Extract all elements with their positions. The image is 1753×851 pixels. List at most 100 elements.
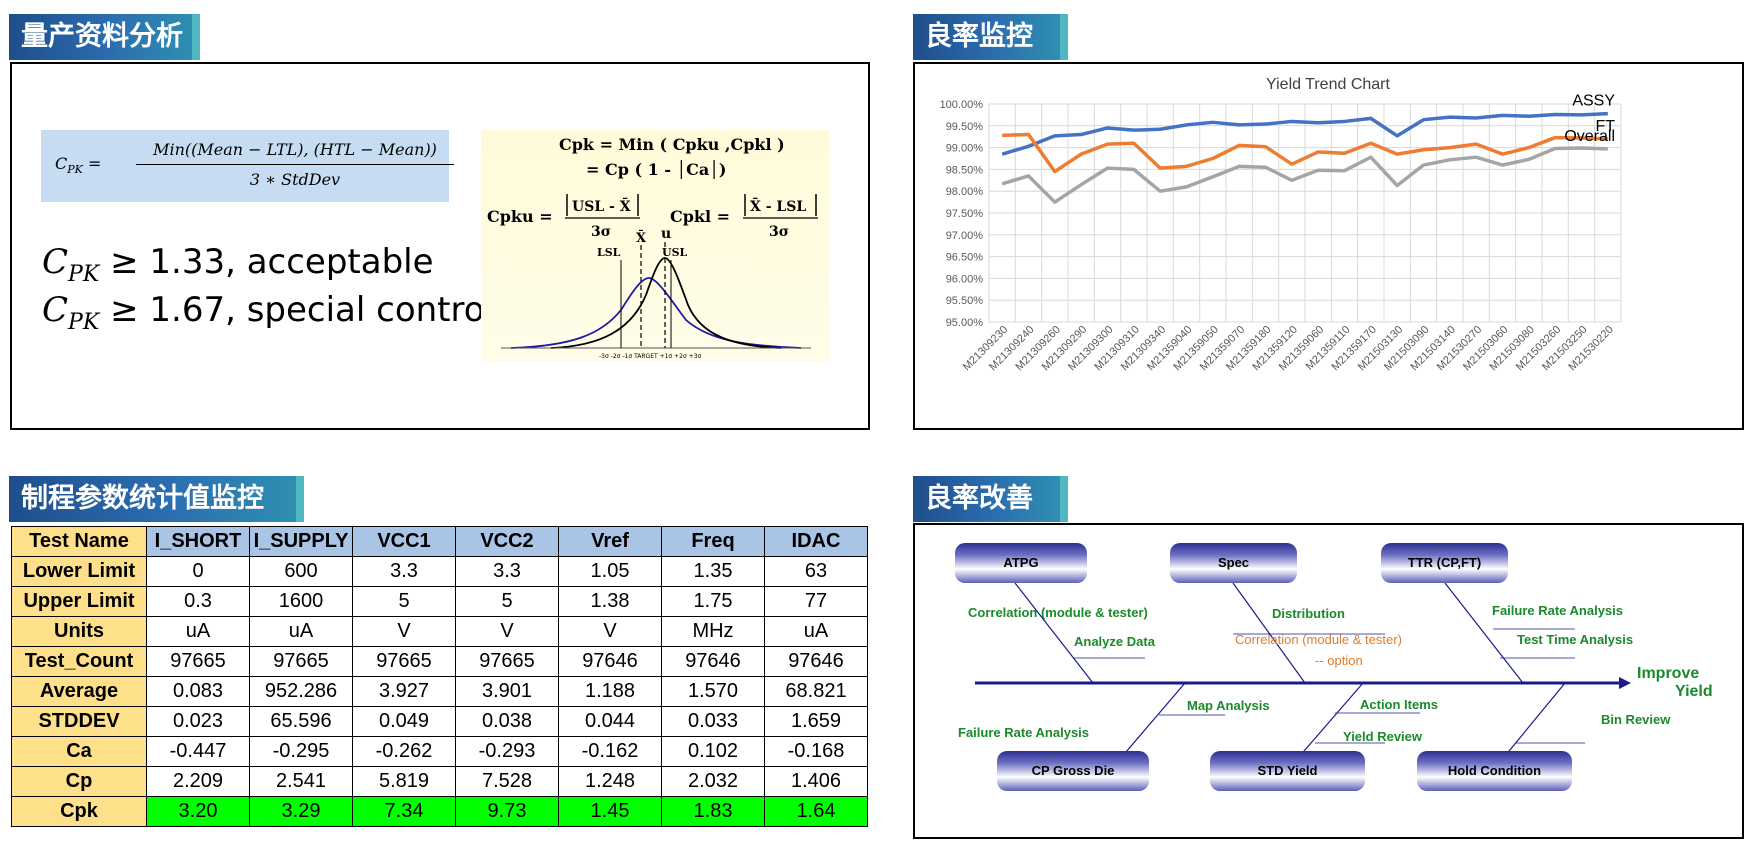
table-cell: V: [352, 616, 456, 647]
table-cell: 2.209: [146, 766, 250, 797]
row-header: Test_Count: [11, 646, 147, 677]
table-cell: 1.38: [558, 586, 662, 617]
fishbone-box-ttr: TTR (CP,FT): [1381, 543, 1508, 583]
cpkl-numerator: X̄ - LSL: [750, 196, 806, 215]
table-cell: 1.659: [764, 706, 868, 737]
cp-gross-die-label: CP Gross Die: [1031, 763, 1115, 778]
u-label: u: [661, 226, 671, 242]
series-line-overall: [1001, 146, 1608, 204]
table-row: Average 0.083 952.286 3.927 3.901 1.188 1.570 6…: [11, 676, 868, 707]
series-line-ft: [1002, 132, 1608, 174]
row-header: Upper Limit: [11, 586, 147, 617]
spec-label: Spec: [1217, 555, 1250, 570]
table-cell: 1600: [249, 586, 353, 617]
table-cell: 1.83: [661, 796, 765, 827]
cpkl-label: Cpkl =: [670, 207, 730, 226]
table-row: Cp 2.209 2.541 5.819 7.528 1.248 2.032 1.406: [11, 766, 868, 797]
process-stats-table: Test Name I_SHORT I_SUPPLY VCC1 VCC2 Vre…: [11, 526, 868, 827]
cpk-rule-acceptable: CPK ≥ 1.33, acceptable: [42, 242, 434, 287]
table-cell: V: [455, 616, 559, 647]
cpk-line1: Cpk = Min ( Cpku ,Cpkl ): [559, 135, 785, 154]
table-cell: 3.927: [352, 676, 456, 707]
table-row: Upper Limit 0.3 1600 5 5 1.38 1.75 77: [11, 586, 868, 617]
column-header: Vref: [558, 526, 662, 557]
y-tick-label: 99.00%: [946, 143, 984, 155]
label-improve: Improve: [1637, 665, 1700, 682]
table-cell: 7.528: [455, 766, 559, 797]
table-cell: 97665: [249, 646, 353, 677]
table-cell: 1.570: [661, 676, 765, 707]
bone-ttr: [1444, 582, 1524, 684]
table-cell: 1.64: [764, 796, 868, 827]
label-correlation-module-tester: Correlation (module & tester): [968, 605, 1148, 620]
hold-condition-label: Hold Condition: [1447, 763, 1542, 778]
label-bin-review: Bin Review: [1601, 712, 1671, 727]
table-cell: MHz: [661, 616, 765, 647]
table-cell: 0.044: [558, 706, 662, 737]
y-tick-label: 96.00%: [946, 273, 984, 285]
column-header: VCC2: [455, 526, 559, 557]
row-header: Units: [11, 616, 147, 647]
chart-title: Yield Trend Chart: [1266, 76, 1390, 93]
table-cell: 0.023: [146, 706, 250, 737]
y-tick-label: 96.50%: [946, 252, 984, 264]
section-title-process-params: 制程参数统计值监控: [9, 476, 304, 522]
table-cell: 0.102: [661, 736, 765, 767]
table-cell: 5.819: [352, 766, 456, 797]
table-cell: 97665: [455, 646, 559, 677]
table-cell: 600: [249, 556, 353, 587]
row-header: Cpk: [11, 796, 147, 827]
label-yield-review: Yield Review: [1343, 729, 1422, 744]
y-tick-label: 97.00%: [946, 230, 984, 242]
table-cell: 0.083: [146, 676, 250, 707]
table-header-test-name: Test Name: [11, 526, 147, 557]
row-header: Lower Limit: [11, 556, 147, 587]
formula-lhs: CPK =: [55, 154, 102, 177]
spine-arrowhead: [1619, 677, 1631, 689]
formula-numerator: Min((Mean − LTL), (HTL − Mean)): [153, 140, 437, 159]
table-row: Units uA uA V V V MHz uA: [11, 616, 868, 647]
label-analyze-data: Analyze Data: [1074, 634, 1155, 649]
cpk-rule-special-control: CPK ≥ 1.67, special control: [42, 290, 494, 335]
rule1-symbol: C: [42, 242, 69, 282]
table-row: Ca -0.447 -0.295 -0.262 -0.293 -0.162 0.102 -0.…: [11, 736, 868, 767]
table-cell: 3.29: [249, 796, 353, 827]
y-tick-label: 100.00%: [940, 99, 984, 111]
table-cell: 3.901: [455, 676, 559, 707]
label-distribution: Distribution: [1272, 606, 1345, 621]
table-cell: 0: [146, 556, 250, 587]
table-cell: V: [558, 616, 662, 647]
y-tick-label: 98.00%: [946, 186, 984, 198]
fishbone-box-atpg: ATPG: [955, 543, 1087, 583]
cpku-numerator: USL - X̄: [572, 196, 631, 215]
table-cell: 3.3: [352, 556, 456, 587]
table-cell: 1.05: [558, 556, 662, 587]
rule2-text: ≥ 1.67, special control: [110, 290, 494, 330]
yield-trend-chart: Yield Trend Chart 95.00% 95.50% 96.00% 96.5…: [940, 76, 1622, 373]
table-cell: 1.406: [764, 766, 868, 797]
fishbone-box-spec: Spec: [1170, 543, 1297, 583]
label-map-analysis: Map Analysis: [1187, 698, 1270, 713]
legend-label-assy: ASSY: [1572, 93, 1615, 110]
label-option: -- option: [1315, 653, 1363, 668]
table-cell: 3.3: [455, 556, 559, 587]
formula-denominator: 3 ∗ StdDev: [249, 170, 341, 189]
bone-atpg: [1014, 582, 1094, 684]
ttr-label: TTR (CP,FT): [1407, 555, 1482, 570]
fishbone-box-hold-condition: Hold Condition: [1417, 751, 1572, 791]
column-header: VCC1: [352, 526, 456, 557]
table-cell: 1.75: [661, 586, 765, 617]
lsl-label: LSL: [597, 246, 621, 259]
label-correlation-orange: Correlation (module & tester): [1235, 632, 1402, 647]
label-yield: Yield: [1675, 683, 1713, 700]
std-yield-label: STD Yield: [1257, 763, 1318, 778]
table-row: Cpk 3.20 3.29 7.34 9.73 1.45 1.83 1.64: [11, 796, 868, 827]
table-cell: -0.162: [558, 736, 662, 767]
table-cell: 9.73: [455, 796, 559, 827]
table-cell: 1.45: [558, 796, 662, 827]
row-header: Cp: [11, 766, 147, 797]
rule1-sub: PK: [68, 261, 100, 287]
table-cell: 68.821: [764, 676, 868, 707]
xbar-label: X̄: [636, 229, 647, 246]
rule2-symbol: C: [42, 290, 69, 330]
